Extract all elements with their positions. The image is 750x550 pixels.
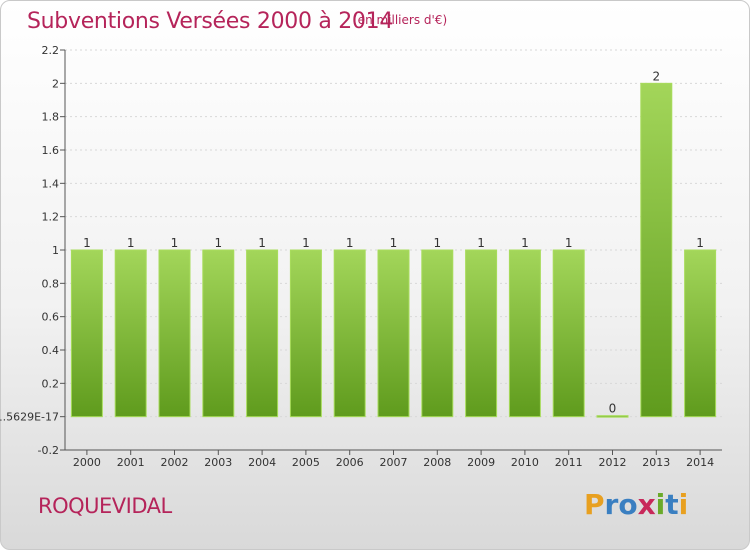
- chart-unit: (en milliers d'€): [353, 13, 448, 27]
- bar-2000[interactable]: [70, 249, 103, 418]
- data-label: 2: [652, 69, 660, 83]
- data-label: 1: [214, 236, 222, 250]
- labels: -0.2 -1.5629E-17 0.2 0.4 0.6 0.8 1 1.2 1.4 1.6 1.8…: [0, 44, 714, 469]
- bar-2002[interactable]: [158, 249, 191, 418]
- data-label: 1: [521, 236, 529, 250]
- bar-2010[interactable]: [508, 249, 541, 418]
- y-tick-label: 1.6: [42, 144, 60, 157]
- logo-letter: i: [655, 488, 666, 521]
- logo-letter: r: [604, 488, 619, 521]
- commune-name: ROQUEVIDAL: [38, 494, 172, 518]
- y-tick-label: 1.8: [42, 111, 60, 124]
- logo-letter: o: [618, 488, 638, 521]
- y-tick-label: 1.4: [42, 177, 60, 190]
- data-label: 1: [433, 236, 441, 250]
- bar-2011[interactable]: [552, 249, 585, 418]
- x-tick-label: 2010: [511, 456, 539, 469]
- proxiti-logo[interactable]: Proxiti: [584, 488, 688, 521]
- y-tick-label: 0.6: [42, 311, 60, 324]
- logo-letter: x: [637, 488, 656, 521]
- data-label: 1: [83, 236, 91, 250]
- x-tick-label: 2008: [423, 456, 451, 469]
- data-label: 1: [565, 236, 573, 250]
- data-label: 1: [346, 236, 354, 250]
- bar-2013[interactable]: [640, 82, 673, 418]
- y-tick-label: 0.2: [42, 377, 60, 390]
- x-tick-label: 2007: [380, 456, 408, 469]
- y-tick-label: 1: [52, 244, 59, 257]
- data-label: 0: [609, 402, 617, 416]
- bar-2005[interactable]: [289, 249, 322, 418]
- y-tick-label: 1.2: [42, 211, 60, 224]
- x-tick-label: 2005: [292, 456, 320, 469]
- bar-2003[interactable]: [202, 249, 235, 418]
- bar-2014[interactable]: [684, 249, 717, 418]
- logo-letter: P: [584, 488, 605, 521]
- x-tick-label: 2001: [117, 456, 145, 469]
- data-label: 1: [258, 236, 266, 250]
- bar-2009[interactable]: [465, 249, 498, 418]
- y-tick-label: 0.8: [42, 277, 60, 290]
- x-tick-label: 2002: [161, 456, 189, 469]
- x-tick-label: 2009: [467, 456, 495, 469]
- data-label: 1: [390, 236, 398, 250]
- bar-2012[interactable]: [596, 415, 629, 418]
- x-tick-label: 2004: [248, 456, 276, 469]
- data-label: 1: [127, 236, 135, 250]
- x-tick-label: 2003: [204, 456, 232, 469]
- x-tick-label: 2006: [336, 456, 364, 469]
- bars: [70, 82, 717, 418]
- x-tick-label: 2011: [555, 456, 583, 469]
- x-tick-label: 2013: [642, 456, 670, 469]
- x-tick-label: 2000: [73, 456, 101, 469]
- axes: [60, 49, 722, 455]
- bar-2008[interactable]: [421, 249, 454, 418]
- y-tick-label: -0.2: [38, 444, 59, 457]
- bar-2007[interactable]: [377, 249, 410, 418]
- y-tick-label: -1.5629E-17: [0, 411, 59, 424]
- x-tick-label: 2012: [599, 456, 627, 469]
- data-label: 1: [302, 236, 310, 250]
- data-label: 1: [477, 236, 485, 250]
- y-tick-label: 2.2: [42, 44, 60, 57]
- y-tick-label: 0.4: [42, 344, 60, 357]
- chart-title: Subventions Versées 2000 à 2014: [27, 9, 394, 34]
- data-label: 1: [171, 236, 179, 250]
- bar-2006[interactable]: [333, 249, 366, 418]
- logo-letter: i: [678, 488, 689, 521]
- y-tick-label: 2: [52, 77, 59, 90]
- data-label: 1: [696, 236, 704, 250]
- logo-letter: t: [665, 488, 679, 521]
- bar-2004[interactable]: [246, 249, 279, 418]
- bar-2001[interactable]: [114, 249, 147, 418]
- x-tick-label: 2014: [686, 456, 714, 469]
